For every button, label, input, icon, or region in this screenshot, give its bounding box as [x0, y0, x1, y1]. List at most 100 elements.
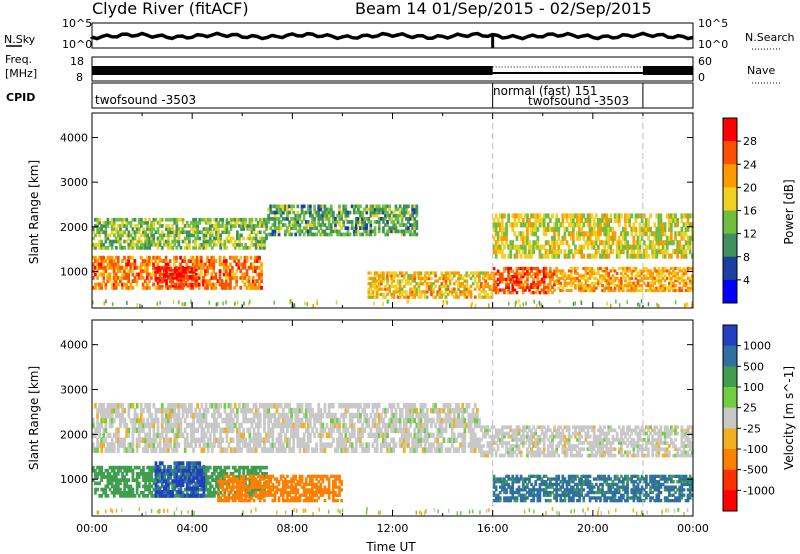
power-echo-cell [160, 233, 164, 238]
power-echo-cell [110, 246, 114, 250]
velocity-echo-cell [315, 427, 318, 434]
power-echo-cell [638, 284, 642, 288]
power-echo-cell [123, 275, 126, 280]
power-echo-cell [640, 284, 644, 288]
power-echo-cell [638, 269, 642, 273]
power-echo-cell [540, 222, 544, 228]
velocity-echo-cell [158, 490, 162, 495]
power-echo-cell [229, 224, 233, 228]
power-echo-cell [645, 222, 648, 228]
velocity-echo-cell [100, 475, 103, 479]
velocity-echo-cell [158, 479, 162, 484]
power-echo-cell [530, 285, 533, 289]
power-ground-speckle [691, 303, 693, 308]
power-echo-cell [567, 253, 571, 259]
power-echo-cell [409, 290, 412, 294]
power-echo-cell [446, 274, 450, 278]
power-echo-cell [119, 217, 122, 222]
power-echo-cell [540, 277, 544, 281]
power-echo-cell [154, 255, 157, 260]
power-echo-cell [636, 284, 640, 288]
velocity-echo-cell [288, 417, 291, 424]
velocity-echo-cell [275, 417, 279, 424]
power-echo-cell [206, 269, 209, 274]
velocity-echo-cell [382, 442, 385, 448]
power-echo-cell [94, 224, 97, 228]
velocity-echo-cell [269, 412, 273, 419]
power-echo-cell [96, 265, 99, 270]
power-echo-cell [561, 217, 565, 223]
velocity-echo-cell [200, 493, 204, 498]
power-echo-cell [152, 224, 156, 228]
power-echo-cell [674, 235, 677, 241]
power-echo-cell [116, 259, 120, 263]
velocity-echo-cell [277, 432, 281, 439]
velocity-echo-cell [204, 487, 208, 492]
power-echo-cell [210, 272, 214, 277]
power-echo-cell [580, 284, 583, 288]
velocity-echo-cell [327, 403, 331, 409]
power-echo-cell [185, 242, 189, 247]
velocity-echo-cell [206, 487, 210, 492]
power-echo-cell [371, 284, 375, 289]
power-echo-cell [223, 230, 227, 235]
power-echo-cell [323, 204, 327, 209]
power-echo-cell [188, 275, 192, 278]
power-echo-cell [684, 269, 688, 273]
velocity-echo-cell [313, 417, 316, 424]
power-echo-cell [152, 262, 155, 267]
power-echo-cell [492, 249, 496, 255]
velocity-echo-cell [286, 403, 289, 409]
power-echo-cell [202, 239, 206, 244]
velocity-echo-cell [169, 493, 172, 498]
power-ground-speckle [387, 299, 389, 304]
power-echo-cell [206, 227, 210, 231]
power-echo-cell [682, 244, 686, 250]
power-echo-cell [645, 244, 648, 250]
power-echo-cell [100, 242, 103, 247]
power-echo-cell [98, 221, 101, 225]
power-echo-cell [676, 266, 679, 270]
power-echo-cell [263, 217, 266, 222]
power-echo-cell [279, 226, 283, 230]
velocity-echo-cell [115, 487, 118, 492]
power-echo-cell [165, 275, 168, 278]
power-echo-cell [549, 277, 552, 281]
velocity-echo-cell [144, 442, 147, 448]
power-echo-cell [121, 221, 124, 225]
velocity-echo-cell [137, 417, 141, 424]
velocity-echo-cell [204, 403, 208, 409]
power-echo-cell [415, 213, 419, 218]
velocity-echo-cell [165, 479, 168, 484]
power-echo-cell [309, 229, 312, 234]
power-echo-cell [484, 274, 487, 278]
power-echo-cell [607, 281, 611, 285]
power-echo-cell [492, 222, 496, 228]
power-echo-cell [236, 217, 239, 222]
power-echo-cell [208, 239, 212, 244]
velocity-echo-cell [119, 494, 122, 498]
velocity-echo-cell [154, 447, 158, 453]
power-echo-cell [306, 220, 310, 224]
velocity-echo-cell [263, 447, 266, 453]
power-echo-cell [223, 227, 227, 231]
velocity-echo-cell [163, 472, 166, 477]
power-echo-cell [676, 276, 679, 280]
power-echo-cell [430, 284, 433, 289]
velocity-echo-cell [169, 481, 172, 486]
velocity-echo-cell [359, 427, 362, 434]
power-echo-cell [190, 285, 194, 288]
power-echo-cell [688, 286, 692, 290]
power-echo-cell [628, 284, 631, 288]
power-echo-cell [415, 223, 419, 227]
power-echo-cell [607, 279, 611, 283]
power-echo-cell [192, 269, 196, 272]
power-echo-cell [173, 262, 176, 267]
velocity-echo-cell [380, 412, 383, 419]
power-echo-cell [690, 286, 694, 290]
power-echo-cell [204, 262, 207, 267]
velocity-echo-cell [354, 437, 358, 443]
velocity-echo-cell [317, 412, 321, 419]
power-echo-cell [225, 221, 229, 225]
power-echo-cell [269, 204, 273, 209]
